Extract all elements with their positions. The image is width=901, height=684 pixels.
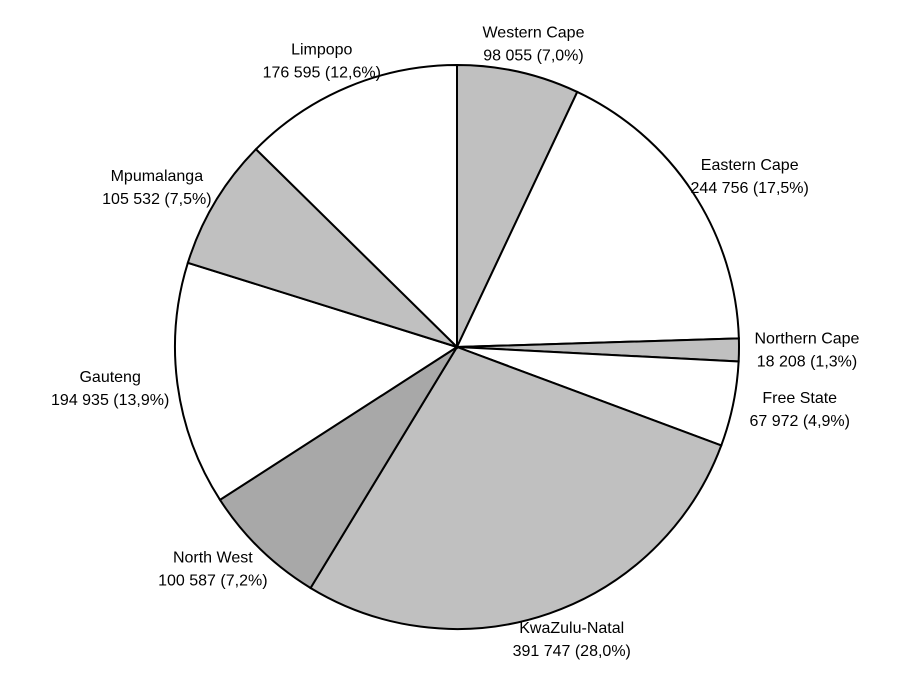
slice-value-label: 105 532 (7,5%) [102, 191, 211, 208]
slice-label: KwaZulu-Natal [519, 620, 624, 637]
slice-label: Free State [762, 390, 837, 407]
slice-label: Gauteng [79, 369, 140, 386]
slice-value-label: 176 595 (12,6%) [263, 64, 381, 81]
pie-slice [456, 63, 579, 348]
slice-value-label: 244 756 (17,5%) [691, 180, 809, 197]
pie-slice [254, 63, 458, 350]
slice-value-label: 18 208 (1,3%) [757, 353, 858, 370]
slice-label: Northern Cape [755, 330, 860, 347]
slice-value-label: 98 055 (7,0%) [483, 48, 584, 65]
slice-label: Mpumalanga [111, 168, 204, 185]
slice-value-label: 100 587 (7,2%) [158, 572, 267, 589]
slice-label: North West [173, 549, 253, 566]
slice-label: Western Cape [482, 25, 584, 42]
pie-slice [174, 261, 460, 502]
slice-label: Eastern Cape [701, 157, 799, 174]
pie-slice [309, 345, 723, 630]
pie-slice [186, 147, 458, 348]
slice-label: Limpopo [291, 41, 352, 58]
pie-slice [218, 346, 458, 590]
slice-value-label: 194 935 (13,9%) [51, 392, 169, 409]
pie-slice [455, 90, 740, 349]
slice-value-label: 67 972 (4,9%) [749, 413, 850, 430]
slice-value-label: 391 747 (28,0%) [513, 643, 631, 660]
